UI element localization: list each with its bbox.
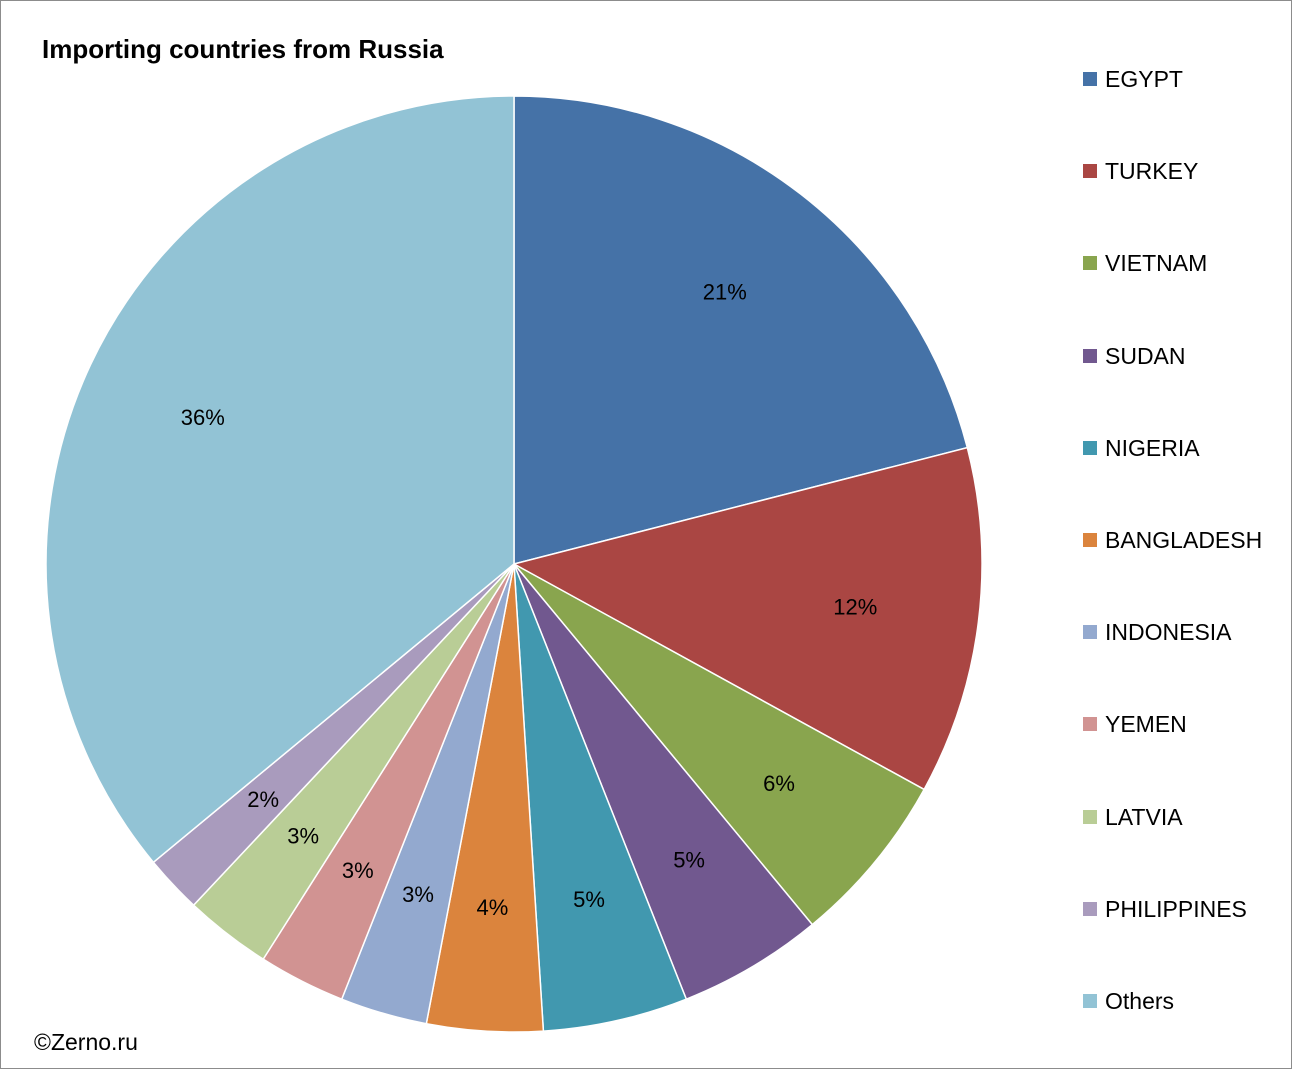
legend-swatch [1083,348,1097,363]
source-credit: ©Zerno.ru [34,1029,138,1055]
legend-label: VIETNAM [1105,250,1208,277]
chart-title: Importing countries from Russia [42,34,444,64]
data-label-egypt: 21% [703,280,747,305]
legend-swatch [1083,625,1097,640]
data-label-indonesia: 3% [402,882,434,907]
legend-swatch [1083,164,1097,179]
pie-slice-nigeria [513,563,688,1032]
legend-swatch [1083,532,1097,547]
pie-slice-turkey [511,446,983,791]
data-label-turkey: 12% [833,595,877,620]
legend-swatch [1083,72,1097,86]
data-label-others: 36% [181,405,225,430]
slice-labels: 21% 12% 6% 5% 5% 4% 3% 3% 3% 2% 36% [181,280,878,920]
legend-label: PHILIPPINES [1105,895,1247,922]
legend-label: LATVIA [1105,803,1183,830]
legend-label: NIGERIA [1105,434,1200,461]
pie-slice-sudan [513,563,814,1001]
legend-swatch [1083,440,1097,455]
legend-label: SUDAN [1105,342,1186,369]
pie-slice-others [45,95,515,864]
data-label-philippines: 2% [247,787,279,812]
data-label-vietnam: 6% [763,771,795,796]
pie-slice-egypt [513,95,969,565]
legend-label: YEMEN [1105,711,1187,738]
legend-swatch [1083,993,1097,1008]
data-label-yemen: 3% [342,858,374,883]
data-label-sudan: 5% [673,848,705,873]
legend-swatch [1083,809,1097,824]
legend-label: Others [1105,987,1175,1014]
legend-swatch [1083,717,1097,732]
data-label-latvia: 3% [287,823,319,848]
data-label-bangladesh: 4% [477,895,509,920]
legend-label: INDONESIA [1105,619,1232,646]
legend-swatch [1083,256,1097,271]
legend-label: EGYPT [1105,66,1183,92]
legend-label: BANGLADESH [1105,526,1263,553]
legend-swatch [1083,901,1097,916]
data-label-nigeria: 5% [573,887,605,912]
pie-slice-vietnam [513,563,926,926]
legend-label: TURKEY [1105,158,1199,185]
